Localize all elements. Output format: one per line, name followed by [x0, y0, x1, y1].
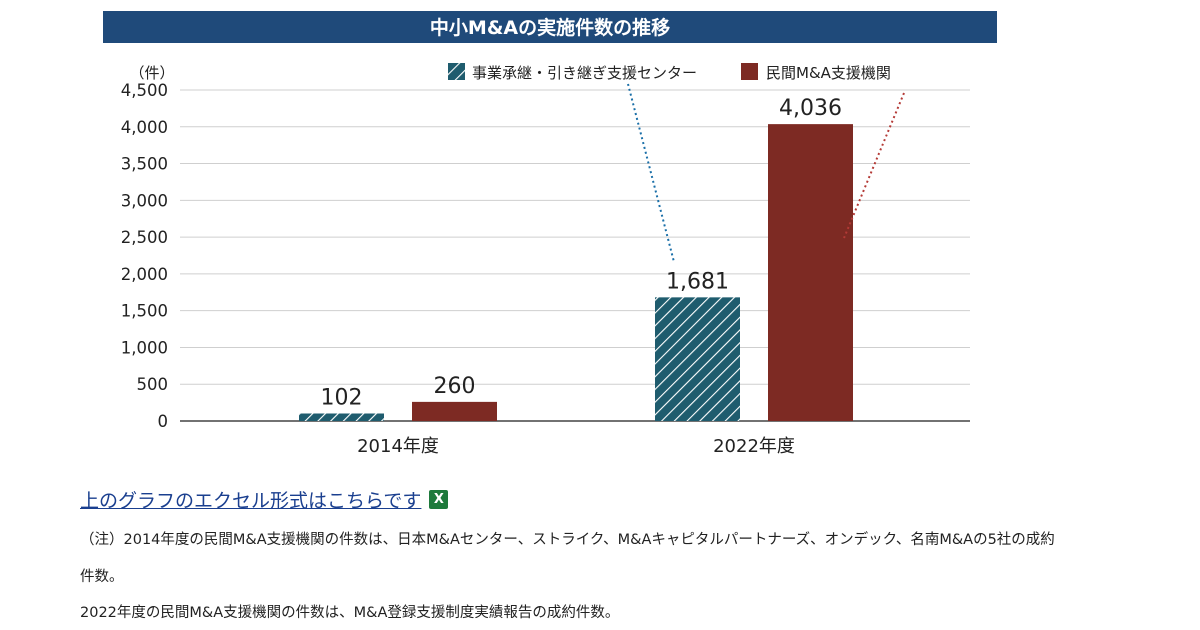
excel-icon[interactable]: X [429, 490, 449, 509]
y-tick-label: 1,500 [121, 302, 168, 321]
y-tick-label: 4,000 [121, 118, 168, 137]
y-axis-unit: （件） [129, 64, 174, 82]
chart-svg: 中小M&Aの実施件数の推移 4,500 4,000 3,500 3,000 2,500 2… [103, 11, 997, 457]
title-bar [103, 11, 997, 43]
y-tick-label: 3,000 [121, 191, 168, 210]
data-label: 260 [434, 374, 476, 399]
y-tick-label: 4,500 [121, 81, 168, 100]
y-tick-label: 500 [137, 375, 169, 394]
leader-line-support-center [627, 83, 675, 263]
chart: 中小M&Aの実施件数の推移 4,500 4,000 3,500 3,000 2,500 2… [103, 11, 997, 457]
bar-private-ma [412, 401, 497, 421]
leader-line-private-ma [843, 92, 905, 239]
bar-support-center [655, 297, 740, 421]
legend-label-private-ma: 民間M&A支援機関 [766, 64, 891, 82]
legend-swatch-private-ma [741, 63, 758, 80]
legend-label-support-center: 事業承継・引き継ぎ支援センター [472, 64, 697, 82]
data-label: 1,681 [666, 269, 729, 294]
y-tick-label: 2,500 [121, 228, 168, 247]
y-tick-label: 2,000 [121, 265, 168, 284]
note-line-3: 2022年度の民間M&A支援機関の件数は、M&A登録支援制度実績報告の成約件数。 [80, 605, 620, 621]
bar-support-center [299, 413, 384, 421]
x-tick-label: 2022年度 [713, 436, 795, 457]
data-label: 102 [321, 385, 363, 410]
chart-title: 中小M&Aの実施件数の推移 [430, 16, 670, 39]
y-tick-label: 3,500 [121, 155, 168, 174]
bar-private-ma [768, 124, 853, 422]
legend-swatch-support-center [448, 63, 465, 80]
note-line-2: 件数。 [80, 569, 124, 585]
note-line-1: （注）2014年度の民間M&A支援機関の件数は、日本M&Aセンター、ストライク、… [80, 532, 1055, 548]
data-label: 4,036 [779, 96, 842, 121]
y-tick-label: 1,000 [121, 338, 168, 357]
excel-link-row: 上のグラフのエクセル形式はこちらです X [80, 486, 449, 513]
y-tick-label: 0 [158, 412, 169, 431]
x-tick-label: 2014年度 [357, 436, 439, 457]
excel-download-link[interactable]: 上のグラフのエクセル形式はこちらです [80, 490, 422, 512]
